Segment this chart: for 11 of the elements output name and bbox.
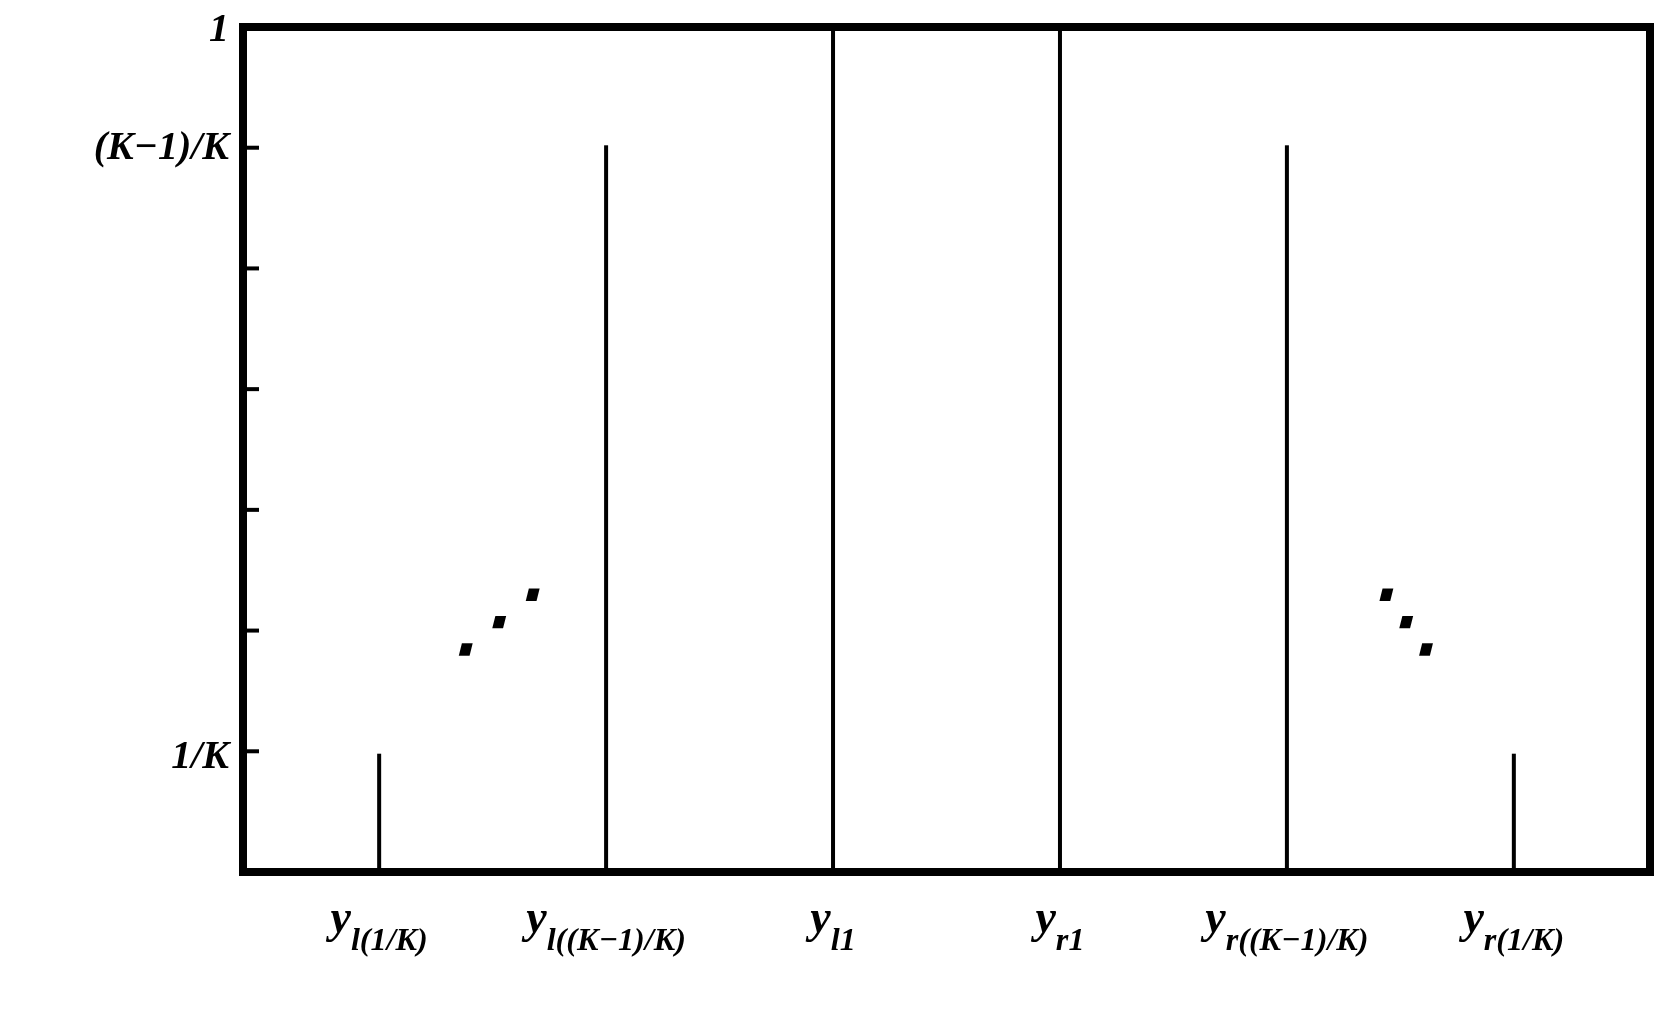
annotation: ⋰ [452,575,540,664]
x-tick-label: y$_{l1}$ [805,891,856,957]
x-tick-label: y$_{r(1/K)}$ [1458,891,1565,957]
x-tick-label: y$_{l((K−1)/K)}$ [521,891,686,957]
x-tick-label: y$_{r1}$ [1030,891,1085,957]
text: 1/K [171,731,232,777]
text: (K−1)/K [93,123,232,169]
text: 1 [209,5,229,50]
x-tick-label: y$_{r((K−1)/K)}$ [1200,891,1369,957]
annotation: ⋱ [1360,575,1441,664]
x-tick-label: y$_{l(1/K)}$ [325,891,428,957]
